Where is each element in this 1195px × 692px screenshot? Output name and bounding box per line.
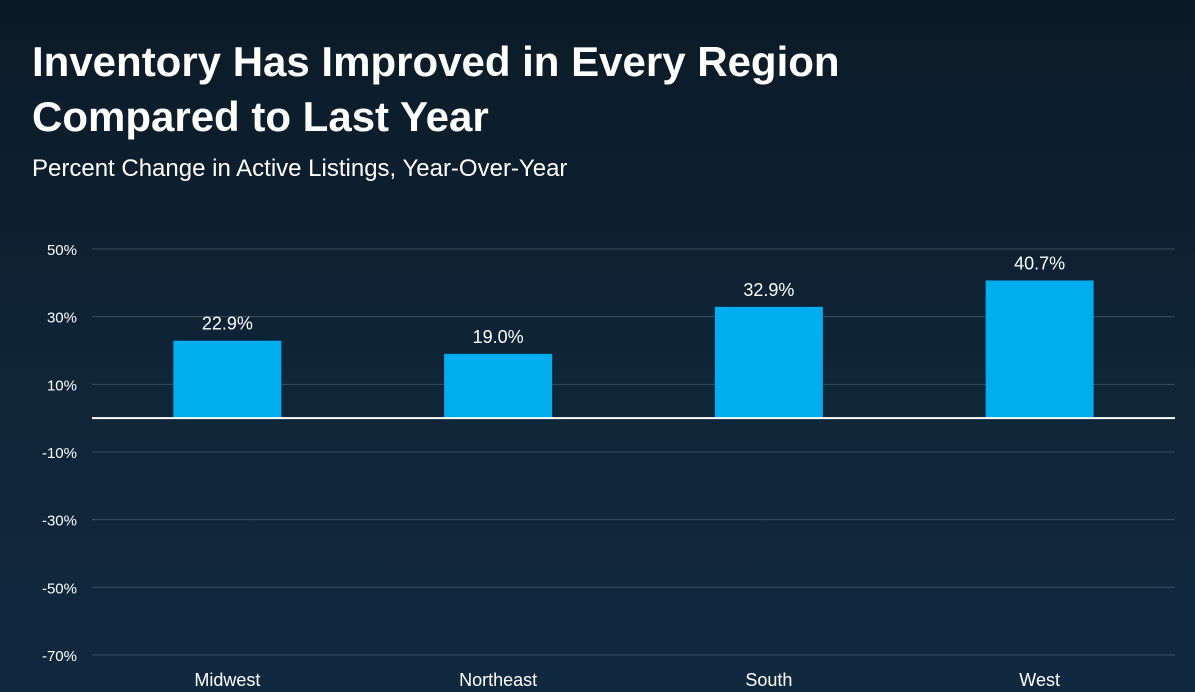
y-tick-label: -70%: [42, 648, 77, 665]
x-tick-label: Midwest: [194, 670, 260, 690]
bar: [444, 353, 553, 419]
title-line-2: Compared to Last Year: [32, 93, 489, 140]
chart-subtitle: Percent Change in Active Listings, Year-…: [32, 155, 568, 182]
bar: [985, 280, 1094, 419]
bar: [714, 306, 823, 419]
title-line-1: Inventory Has Improved in Every Region: [32, 38, 840, 85]
data-label: 40.7%: [1014, 253, 1065, 273]
data-label: 22.9%: [202, 314, 253, 334]
x-tick-label: West: [1019, 670, 1060, 690]
chart-title: Inventory Has Improved in Every Region C…: [32, 34, 1132, 144]
y-tick-label: -50%: [42, 580, 77, 597]
x-tick-label: South: [745, 670, 792, 690]
y-tick-label: 50%: [47, 242, 77, 259]
y-tick-label: 10%: [47, 377, 77, 394]
y-tick-label: -10%: [42, 445, 77, 462]
data-label: 32.9%: [743, 280, 794, 300]
bar: [173, 340, 282, 419]
data-label: 19.0%: [473, 327, 524, 347]
x-tick-label: Northeast: [459, 670, 537, 690]
y-tick-label: -30%: [42, 513, 77, 530]
y-tick-label: 30%: [47, 310, 77, 327]
